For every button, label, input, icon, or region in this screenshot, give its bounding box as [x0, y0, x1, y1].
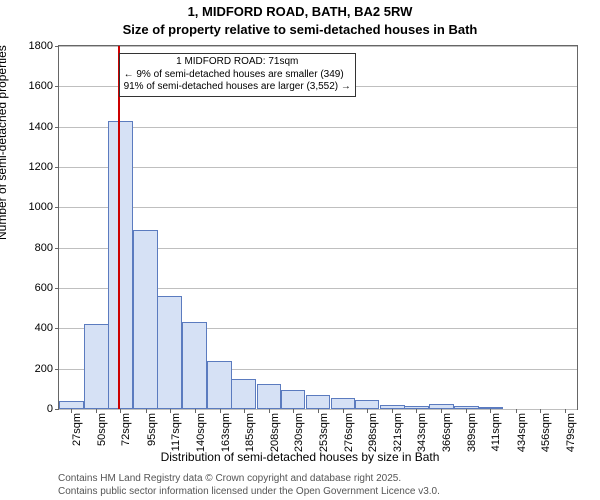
histogram-bar [157, 296, 182, 409]
xtick-label: 230sqm [293, 413, 305, 452]
xtick-label: 389sqm [466, 413, 478, 452]
chart-subtitle: Size of property relative to semi-detach… [0, 22, 600, 37]
ytick-mark [55, 288, 59, 289]
ytick-label: 0 [47, 403, 53, 415]
histogram-bar [59, 401, 84, 409]
xtick-label: 479sqm [565, 413, 577, 452]
ytick-mark [55, 46, 59, 47]
ytick-mark [55, 328, 59, 329]
xtick-label: 72sqm [120, 413, 132, 446]
y-axis-label: Number of semi-detached properties [0, 45, 9, 240]
ytick-label: 600 [35, 282, 53, 294]
histogram-bar [281, 390, 306, 409]
ytick-mark [55, 167, 59, 168]
histogram-bar [133, 230, 158, 409]
annotation-line-1: 1 MIDFORD ROAD: 71sqm [124, 56, 351, 69]
xtick-label: 253sqm [318, 413, 330, 452]
annotation-line-2: ← 9% of semi-detached houses are smaller… [124, 69, 351, 82]
footer-line-2: Contains public sector information licen… [58, 486, 440, 499]
chart-title: 1, MIDFORD ROAD, BATH, BA2 5RW [0, 4, 600, 19]
xtick-label: 411sqm [490, 413, 502, 451]
ytick-label: 1200 [29, 161, 53, 173]
ytick-mark [55, 86, 59, 87]
histogram-bar [182, 322, 207, 409]
xtick-label: 321sqm [392, 413, 404, 452]
xtick-label: 366sqm [441, 413, 453, 452]
xtick-label: 434sqm [516, 413, 528, 452]
histogram-bar [84, 324, 109, 409]
ytick-mark [55, 248, 59, 249]
xtick-label: 208sqm [269, 413, 281, 452]
reference-line [118, 46, 120, 409]
xtick-label: 298sqm [367, 413, 379, 452]
histogram-bar [355, 400, 380, 409]
histogram-bar [231, 379, 256, 409]
xtick-label: 163sqm [220, 413, 232, 452]
ytick-mark [55, 207, 59, 208]
ytick-label: 400 [35, 322, 53, 334]
histogram-bar [331, 398, 356, 409]
xtick-label: 27sqm [71, 413, 83, 446]
ytick-label: 1400 [29, 121, 53, 133]
xtick-label: 50sqm [96, 413, 108, 446]
histogram-bar [207, 361, 232, 409]
histogram-bar [108, 121, 133, 409]
grid-line [59, 46, 577, 47]
annotation-line-3: 91% of semi-detached houses are larger (… [124, 81, 351, 94]
grid-line [59, 127, 577, 128]
xtick-label: 276sqm [343, 413, 355, 452]
xtick-label: 140sqm [195, 413, 207, 452]
footer-line-1: Contains HM Land Registry data © Crown c… [58, 473, 440, 486]
histogram-bar [257, 384, 282, 409]
grid-line [59, 167, 577, 168]
ytick-label: 800 [35, 242, 53, 254]
xtick-label: 185sqm [244, 413, 256, 452]
annotation-box: 1 MIDFORD ROAD: 71sqm← 9% of semi-detach… [119, 53, 356, 97]
x-axis-label: Distribution of semi-detached houses by … [0, 450, 600, 464]
xtick-label: 343sqm [416, 413, 428, 452]
histogram-bar [306, 395, 331, 409]
xtick-label: 95sqm [146, 413, 158, 446]
ytick-mark [55, 127, 59, 128]
plot-area: 02004006008001000120014001600180027sqm50… [58, 45, 578, 410]
ytick-label: 200 [35, 363, 53, 375]
grid-line [59, 207, 577, 208]
ytick-label: 1800 [29, 40, 53, 52]
ytick-label: 1600 [29, 80, 53, 92]
xtick-label: 456sqm [540, 413, 552, 452]
ytick-mark [55, 409, 59, 410]
footer-attribution: Contains HM Land Registry data © Crown c… [58, 473, 440, 498]
ytick-label: 1000 [29, 201, 53, 213]
xtick-label: 117sqm [170, 413, 182, 451]
ytick-mark [55, 369, 59, 370]
